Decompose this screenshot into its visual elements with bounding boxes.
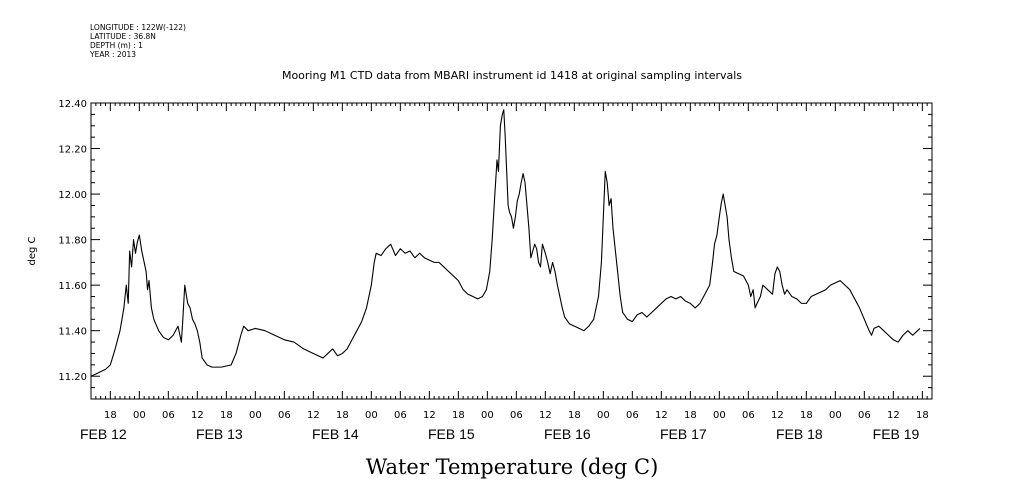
metadata-depth: DEPTH (m) : 1 xyxy=(90,41,143,50)
x-date-label: FEB 13 xyxy=(196,426,243,442)
x-hour-label: 00 xyxy=(829,410,842,421)
x-hour-label: 12 xyxy=(307,410,320,421)
x-date-label: FEB 17 xyxy=(660,426,707,442)
x-hour-label: 00 xyxy=(597,410,610,421)
x-hour-label: 18 xyxy=(568,410,581,421)
x-hour-label: 06 xyxy=(858,410,871,421)
chart-title: Mooring M1 CTD data from MBARI instrumen… xyxy=(282,69,742,82)
y-tick-label: 12.00 xyxy=(58,190,87,201)
x-date-label: FEB 19 xyxy=(873,426,920,442)
x-hour-label: 00 xyxy=(133,410,146,421)
x-axis-label: Water Temperature (deg C) xyxy=(366,455,659,479)
y-tick-label: 11.60 xyxy=(58,281,87,292)
x-hour-label: 18 xyxy=(452,410,465,421)
y-axis-tick-labels: 11.20 11.40 11.60 11.80 12.00 12.20 12.40 xyxy=(58,99,87,383)
x-hour-label: 12 xyxy=(887,410,900,421)
x-hour-label: 18 xyxy=(684,410,697,421)
y-tick-label: 11.80 xyxy=(58,236,87,247)
y-axis-ticks xyxy=(91,102,932,400)
metadata-year: YEAR : 2013 xyxy=(89,50,136,59)
x-hour-label: 00 xyxy=(713,410,726,421)
x-hour-label: 18 xyxy=(800,410,813,421)
x-hour-label: 12 xyxy=(191,410,204,421)
y-tick-label: 11.20 xyxy=(58,372,87,383)
x-hour-label: 06 xyxy=(510,410,523,421)
x-hour-label: 18 xyxy=(916,410,929,421)
x-axis-date-labels: FEB 12 FEB 13 FEB 14 FEB 15 FEB 16 FEB 17 FEB … xyxy=(80,426,920,442)
x-hour-label: 12 xyxy=(655,410,668,421)
x-date-label: FEB 14 xyxy=(312,426,359,442)
x-hour-label: 18 xyxy=(336,410,349,421)
x-axis-hour-labels: 18 00 06 12 18 00 06 12 18 00 06 12 18 00 06 12 18 00 06 12… xyxy=(104,410,929,421)
x-date-label: FEB 18 xyxy=(776,426,823,442)
x-hour-label: 06 xyxy=(162,410,175,421)
x-hour-label: 06 xyxy=(278,410,291,421)
metadata-block: LONGITUDE : 122W(-122) LATITUDE : 36.8N … xyxy=(89,23,186,59)
plot-frame xyxy=(90,102,933,400)
metadata-longitude: LONGITUDE : 122W(-122) xyxy=(90,23,186,32)
x-axis-ticks xyxy=(90,103,933,399)
series-line-water-temperature xyxy=(90,109,921,377)
x-hour-label: 06 xyxy=(742,410,755,421)
metadata-latitude: LATITUDE : 36.8N xyxy=(90,32,156,41)
x-date-label: FEB 16 xyxy=(544,426,591,442)
y-axis-label: deg C xyxy=(27,236,38,265)
x-date-label: FEB 12 xyxy=(80,426,127,442)
x-hour-label: 18 xyxy=(220,410,233,421)
x-date-label: FEB 15 xyxy=(428,426,475,442)
x-hour-label: 12 xyxy=(539,410,552,421)
x-hour-label: 00 xyxy=(365,410,378,421)
y-tick-label: 11.40 xyxy=(58,327,87,338)
x-hour-label: 18 xyxy=(104,410,117,421)
x-hour-label: 06 xyxy=(394,410,407,421)
y-tick-label: 12.40 xyxy=(58,99,87,110)
y-tick-label: 12.20 xyxy=(58,145,87,156)
x-hour-label: 00 xyxy=(481,410,494,421)
x-hour-label: 12 xyxy=(771,410,784,421)
x-hour-label: 00 xyxy=(249,410,262,421)
x-hour-label: 12 xyxy=(423,410,436,421)
x-hour-label: 06 xyxy=(626,410,639,421)
